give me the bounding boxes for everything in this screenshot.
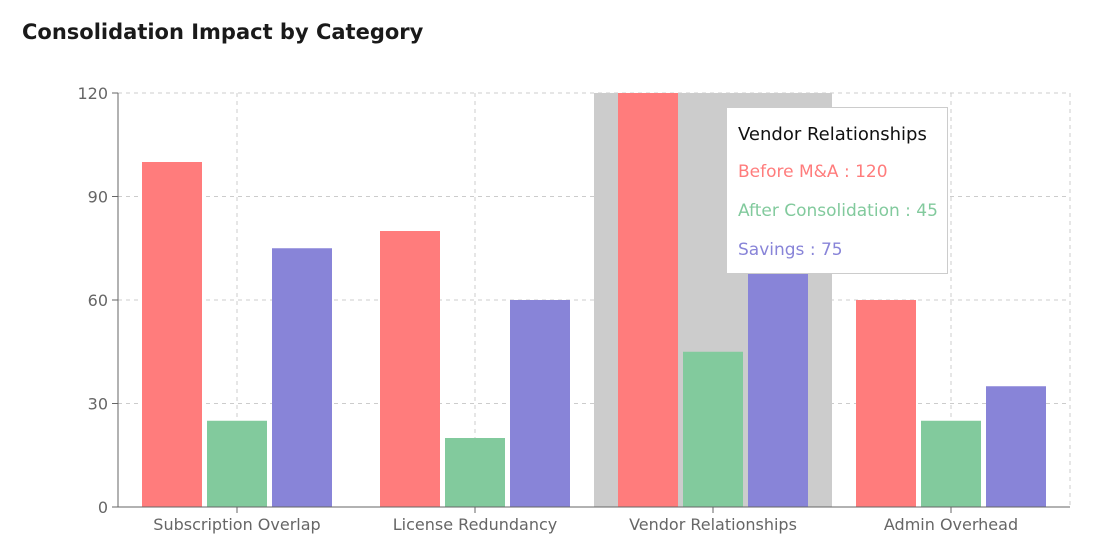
bar[interactable]: [380, 231, 440, 507]
y-tick-label: 60: [88, 291, 108, 310]
chart-title: Consolidation Impact by Category: [22, 20, 424, 44]
bar[interactable]: [207, 420, 267, 507]
bar[interactable]: [856, 300, 916, 507]
y-tick-label: 120: [77, 84, 108, 103]
bar[interactable]: [748, 248, 808, 507]
bar[interactable]: [921, 420, 981, 507]
bar[interactable]: [272, 248, 332, 507]
tooltip-row-after: After Consolidation : 45: [738, 201, 938, 221]
x-tick-label: License Redundancy: [393, 515, 557, 534]
tooltip: Vendor Relationships Before M&A : 120 Af…: [726, 107, 948, 274]
tooltip-row-savings: Savings : 75: [738, 240, 843, 260]
bars: [142, 93, 1046, 507]
bar[interactable]: [142, 162, 202, 507]
axes: 0 30 60 90 120 Subscription Overlap License Re…: [77, 84, 1070, 534]
bar[interactable]: [510, 300, 570, 507]
bar[interactable]: [986, 386, 1046, 507]
x-tick-label: Subscription Overlap: [153, 515, 320, 534]
bar[interactable]: [445, 438, 505, 507]
x-tick-label: Admin Overhead: [884, 515, 1018, 534]
y-tick-label: 30: [88, 395, 108, 414]
tooltip-title: Vendor Relationships: [738, 124, 927, 145]
bar[interactable]: [618, 93, 678, 507]
x-tick-label: Vendor Relationships: [629, 515, 797, 534]
tooltip-row-before: Before M&A : 120: [738, 162, 888, 182]
y-tick-label: 90: [88, 188, 108, 207]
bar[interactable]: [683, 351, 743, 507]
y-tick-label: 0: [98, 498, 108, 517]
